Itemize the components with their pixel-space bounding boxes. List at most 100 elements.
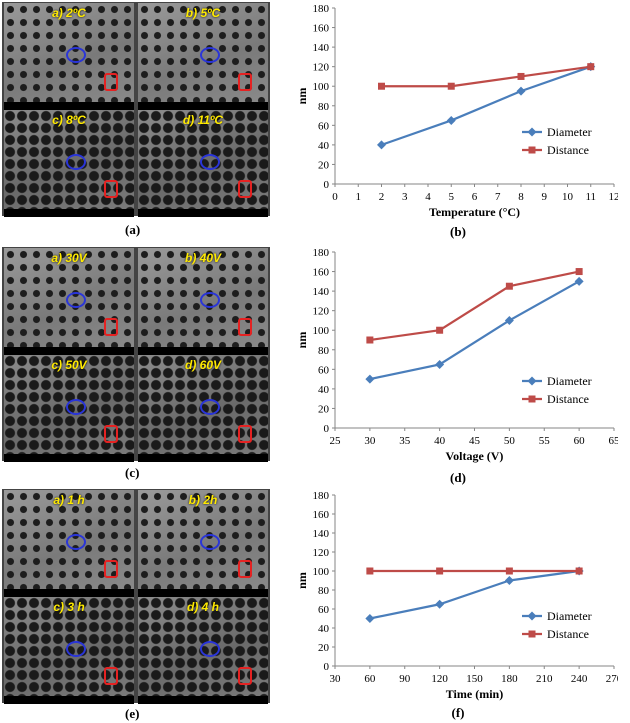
data-point-diameter [365,614,375,623]
x-tick-label: 9 [542,191,548,203]
diameter-marker [66,292,86,308]
y-tick-label: 100 [313,325,330,337]
data-point-diameter [365,374,375,384]
x-tick-label: 240 [571,673,588,685]
x-tick-label: 12 [609,191,619,203]
y-tick-label: 160 [313,23,330,35]
legend-label: Distance [547,392,589,406]
x-tick-label: 11 [585,191,596,203]
y-tick-label: 60 [318,120,330,132]
micrograph-panel: b) 2h [138,490,268,597]
scale-bar [138,209,268,217]
data-point-distance [366,336,374,344]
y-tick-label: 140 [313,528,330,540]
x-tick-label: 65 [609,435,619,447]
diameter-marker [66,399,86,415]
y-tick-label: 100 [313,566,330,578]
data-point-distance [587,63,595,71]
subfigure-label: (f) [452,705,465,720]
legend-label: Distance [547,627,589,641]
micrograph-panel: a) 1 h [4,490,134,597]
y-tick-label: 20 [318,642,330,654]
data-point-diameter [574,276,584,286]
distance-marker [238,560,252,578]
x-tick-label: 10 [562,191,574,203]
distance-marker [104,667,118,685]
series-line-diameter [369,569,580,620]
y-axis-label: nm [298,572,309,589]
x-tick-label: 180 [501,673,518,685]
y-tick-label: 140 [313,42,330,54]
scale-bar [4,589,134,597]
x-tick-label: 60 [364,673,376,685]
legend-label: Diameter [547,609,592,623]
micrograph-panel: d) 4 h [138,597,268,704]
x-axis-label: Temperature (°C) [429,205,520,219]
x-tick-label: 6 [472,191,478,203]
x-tick-label: 150 [466,673,483,685]
x-tick-label: 210 [536,673,553,685]
distance-marker [238,180,252,198]
distance-marker [104,560,118,578]
diameter-marker [66,47,86,63]
micrograph-panel: c) 8ºC [4,110,134,217]
y-tick-label: 60 [318,364,330,376]
y-axis-label: nm [298,88,309,105]
subfigure-label: (d) [450,470,466,485]
y-tick-label: 180 [313,3,330,15]
x-tick-label: 60 [574,435,586,447]
y-tick-label: 40 [318,384,330,396]
subfigure-label: (e) [125,706,140,721]
data-point-diameter [504,576,514,585]
x-tick-label: 4 [425,191,431,203]
y-tick-label: 20 [318,159,330,171]
y-tick-label: 180 [313,490,330,502]
y-tick-label: 180 [313,247,330,259]
diameter-marker [200,154,220,170]
panel-label: d) 60V [184,358,221,372]
x-axis-label: Voltage (V) [446,449,504,463]
y-tick-label: 0 [324,179,330,191]
micrograph-panel: c) 50V [4,355,134,462]
y-tick-label: 120 [313,306,330,318]
y-tick-label: 0 [324,661,330,673]
scale-bar [138,589,268,597]
y-tick-label: 60 [318,604,330,616]
micrograph-panel: a) 30V [4,248,134,355]
diameter-marker [66,154,86,170]
x-tick-label: 40 [434,435,446,447]
panel-label: a) 1 h [53,493,85,507]
scale-bar [138,102,268,110]
scale-bar [138,454,268,462]
distance-marker [104,425,118,443]
y-tick-label: 140 [313,286,330,298]
chart-time: 0 20 40 60 80 100 120 140 160 180 30 60 90 120 150 180 2… [298,490,618,720]
series-line-distance [369,270,580,342]
micrograph-panel: c) 3 h [4,597,134,704]
y-tick-label: 80 [318,585,330,597]
subfigure-label: (a) [125,222,141,237]
diameter-marker [66,641,86,657]
x-axis-label: Time (min) [446,687,503,701]
data-point-distance [505,567,513,575]
diameter-marker [200,641,220,657]
subfigure-label: (c) [125,465,140,480]
data-point-distance [505,282,513,290]
distance-marker [238,667,252,685]
x-tick-label: 50 [504,435,516,447]
distance-marker [104,318,118,336]
y-tick-label: 40 [318,623,330,635]
data-point-distance [366,567,374,575]
distance-marker [238,73,252,91]
micrograph-group-a: a) 2ºC b) 5ºC c) 8ºC d) 11ºC [2,2,270,217]
data-point-diameter [377,140,386,150]
series-line-diameter [369,280,580,381]
legend-label: Distance [547,143,589,157]
micrograph-panel: d) 11ºC [138,110,268,217]
scale-bar [4,209,134,217]
x-tick-label: 30 [364,435,376,447]
x-tick-label: 2 [379,191,385,203]
micrograph-panel: b) 5ºC [138,3,268,110]
legend-label: Diameter [547,125,592,139]
